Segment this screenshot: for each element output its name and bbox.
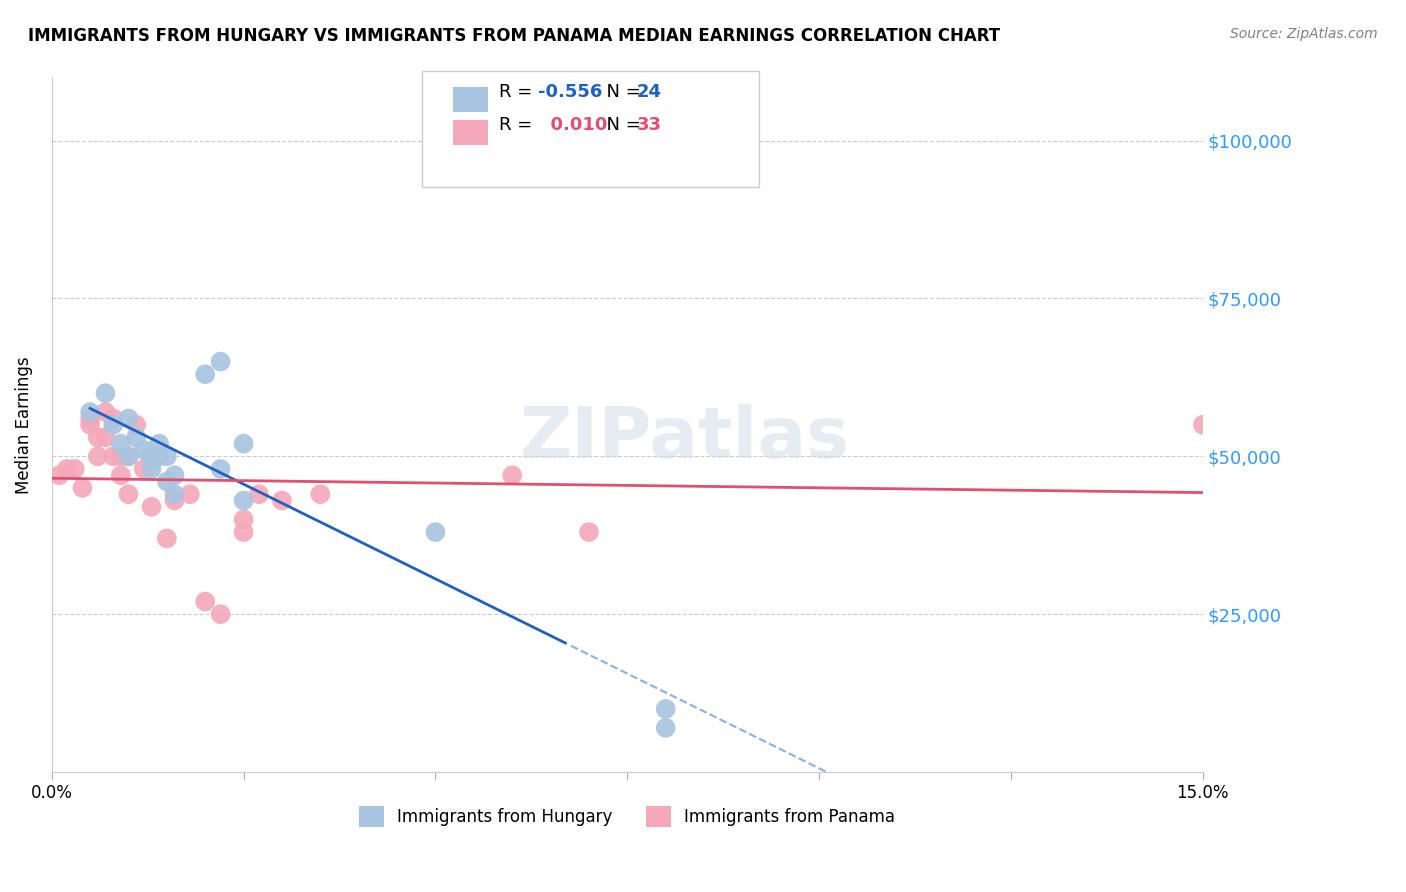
Point <box>117 450 139 464</box>
Point <box>132 462 155 476</box>
Point <box>63 462 86 476</box>
Point <box>87 450 110 464</box>
Text: ZIPatlas: ZIPatlas <box>520 404 849 473</box>
Point <box>163 468 186 483</box>
Point <box>117 411 139 425</box>
Text: N =: N = <box>595 116 647 134</box>
Point <box>654 721 676 735</box>
Point <box>209 462 232 476</box>
Point <box>232 512 254 526</box>
Point <box>79 417 101 432</box>
Text: R =: R = <box>499 116 538 134</box>
Text: R =: R = <box>499 83 538 101</box>
Point <box>87 430 110 444</box>
Point <box>156 450 179 464</box>
Point <box>425 525 447 540</box>
Point <box>110 468 132 483</box>
Point <box>94 405 117 419</box>
Point <box>101 450 124 464</box>
Point <box>110 436 132 450</box>
Point <box>194 368 217 382</box>
Y-axis label: Median Earnings: Median Earnings <box>15 356 32 493</box>
Point <box>101 411 124 425</box>
Point <box>148 436 170 450</box>
Point <box>156 532 179 546</box>
Point <box>94 430 117 444</box>
Point <box>232 436 254 450</box>
Point <box>309 487 332 501</box>
Point <box>179 487 201 501</box>
Point <box>271 493 294 508</box>
Point <box>94 386 117 401</box>
Point <box>132 442 155 457</box>
Text: -0.556: -0.556 <box>538 83 603 101</box>
Text: 0.010: 0.010 <box>538 116 607 134</box>
Point <box>232 493 254 508</box>
Point <box>79 411 101 425</box>
Point <box>654 702 676 716</box>
Point <box>209 607 232 622</box>
Legend: Immigrants from Hungary, Immigrants from Panama: Immigrants from Hungary, Immigrants from… <box>353 799 903 833</box>
Point <box>56 462 79 476</box>
Point <box>79 405 101 419</box>
Point <box>125 430 148 444</box>
Point <box>141 462 163 476</box>
Point <box>163 487 186 501</box>
Point <box>101 417 124 432</box>
Point <box>72 481 94 495</box>
Point <box>125 417 148 432</box>
Point <box>141 500 163 514</box>
Point <box>110 450 132 464</box>
Point <box>117 450 139 464</box>
Point <box>247 487 270 501</box>
Point <box>209 354 232 368</box>
Point <box>148 450 170 464</box>
Point <box>1192 417 1215 432</box>
Text: 24: 24 <box>637 83 662 101</box>
Point <box>117 487 139 501</box>
Text: Source: ZipAtlas.com: Source: ZipAtlas.com <box>1230 27 1378 41</box>
Text: N =: N = <box>595 83 647 101</box>
Point <box>48 468 70 483</box>
Point <box>578 525 600 540</box>
Text: 33: 33 <box>637 116 662 134</box>
Point <box>232 525 254 540</box>
Point <box>194 594 217 608</box>
Text: IMMIGRANTS FROM HUNGARY VS IMMIGRANTS FROM PANAMA MEDIAN EARNINGS CORRELATION CH: IMMIGRANTS FROM HUNGARY VS IMMIGRANTS FR… <box>28 27 1000 45</box>
Point <box>501 468 523 483</box>
Point <box>141 450 163 464</box>
Point <box>156 475 179 489</box>
Point <box>163 493 186 508</box>
